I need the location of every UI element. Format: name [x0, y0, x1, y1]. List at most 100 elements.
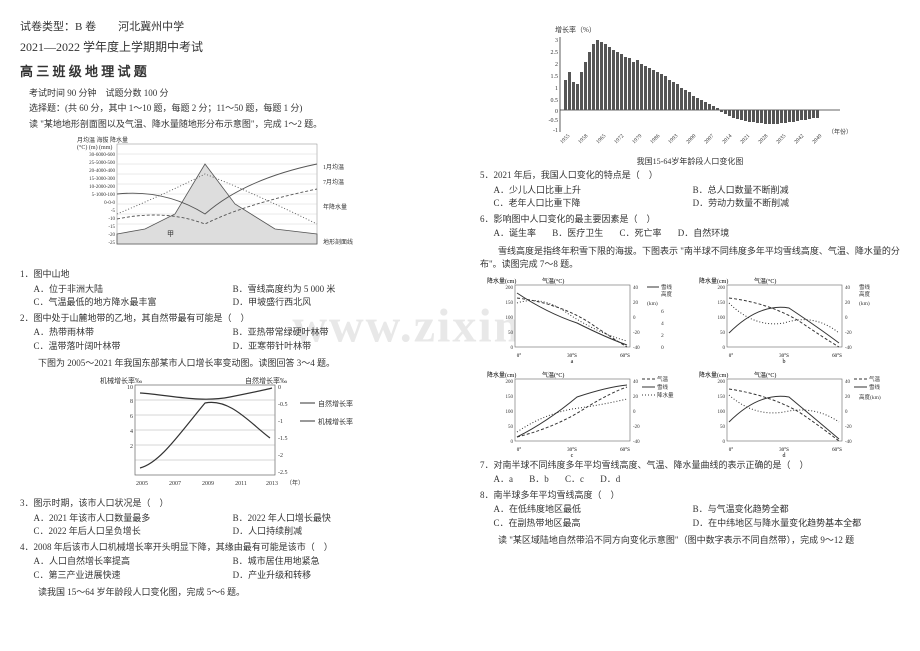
svg-text:4: 4 — [661, 321, 664, 327]
svg-text:降水量(cm): 降水量(cm) — [487, 277, 516, 285]
svg-text:气温: 气温 — [869, 375, 881, 383]
q3-A: A．2021 年该市人口数量最多 — [34, 512, 217, 526]
svg-text:-40: -40 — [633, 346, 640, 351]
svg-text:3: 3 — [555, 38, 558, 44]
q7-B: B．b — [529, 473, 549, 487]
svg-text:-1.5: -1.5 — [278, 436, 288, 442]
panel-a: 降水量(cm) 气温(°C) 200150100500 40200-20-40 … — [487, 273, 682, 363]
panel-b: 降水量(cm) 气温(°C) 200150100500 40200-20-40 … — [699, 273, 894, 363]
svg-text:150: 150 — [505, 301, 513, 306]
svg-text:-1: -1 — [278, 419, 283, 425]
q1-A: A．位于非洲大陆 — [34, 283, 217, 297]
q7-stem: 7．对南半球不同纬度多年平均雪线高度、气温、降水量曲线的表示正确的是（ ） — [480, 459, 900, 472]
q8-sub: 读 "某区域陆地自然带沿不同方向变化示意图"（图中数字表示不同自然带），完成 9… — [480, 533, 900, 546]
chart3: 增长率（%） 3 2.5 2 1.5 1 0.5 0 -0.5 -1 — [480, 22, 900, 152]
q5-options: A．少儿人口比重上升 B．总人口数量不断削减 C．老年人口比重下降 D．劳动力数… — [494, 184, 901, 211]
svg-text:（年）: （年） — [286, 479, 304, 487]
panel-c: 降水量(cm) 气温(°C) 200150100500 40200-20-40 … — [487, 367, 682, 457]
svg-text:50: 50 — [508, 425, 514, 430]
svg-text:-2.5: -2.5 — [278, 470, 288, 476]
q3-stem: 3．图示时期，该市人口状况是（ ） — [20, 497, 440, 510]
year-title: 2021—2022 学年度上学期期中考试 — [20, 38, 440, 55]
left-column: 试卷类型：B 卷 河北冀州中学 2021—2022 学年度上学期期中考试 高 三… — [0, 0, 460, 651]
svg-text:2: 2 — [130, 444, 133, 450]
q5-A: A．少儿人口比重上升 — [494, 184, 677, 198]
q2-D: D．亚寒带针叶林带 — [233, 340, 416, 354]
svg-text:（年份）: （年份） — [828, 128, 850, 136]
q6-options: A．诞生率 B．医疗卫生 C．死亡率 D．自然环境 — [494, 227, 901, 241]
q2-stem: 2．图中处于山麓地带的乙地，其自然带最有可能是（ ） — [20, 312, 440, 325]
svg-text:60°S: 60°S — [832, 448, 842, 453]
q3-B: B．2022 年人口增长最快 — [233, 512, 416, 526]
svg-text:2011: 2011 — [235, 481, 247, 487]
svg-text:60°S: 60°S — [832, 354, 842, 359]
q2-A: A．热带雨林带 — [34, 326, 217, 340]
svg-text:-20: -20 — [633, 331, 640, 336]
svg-text:月均温 海拔 降水量: 月均温 海拔 降水量 — [77, 136, 128, 144]
svg-text:0°: 0° — [516, 448, 521, 453]
chart3-caption: 我国15-64岁年龄段人口变化图 — [480, 156, 900, 167]
svg-text:0: 0 — [555, 109, 558, 115]
svg-text:甲: 甲 — [167, 230, 174, 238]
svg-text:气温: 气温 — [657, 375, 669, 383]
svg-text:b: b — [782, 359, 785, 363]
chart1: 甲 月均温 海拔 降水量 (°C) (m) (mm) 30-6000-600 2… — [20, 134, 440, 264]
q4-stem: 4．2008 年后该市人口机械增长率开头明显下降，其缘由最有可能是该市（ ） — [20, 541, 440, 554]
svg-text:40: 40 — [633, 286, 639, 291]
svg-text:(km): (km) — [647, 300, 658, 307]
paper-type: 试卷类型：B 卷 — [20, 21, 96, 33]
svg-text:0: 0 — [633, 316, 636, 321]
svg-text:10: 10 — [127, 385, 133, 391]
chart2: 机械增长率‰ 自然增长率‰ 10 8 6 4 2 0 -0.5 -1 -1.5 … — [20, 373, 440, 493]
q8-A: A．在低纬度地区最低 — [494, 503, 677, 517]
svg-text:150: 150 — [717, 395, 725, 400]
svg-text:2: 2 — [661, 333, 664, 339]
svg-text:0: 0 — [722, 346, 725, 351]
q6-A: A．诞生率 — [494, 227, 537, 241]
svg-text:2.5: 2.5 — [551, 50, 559, 56]
svg-text:-10: -10 — [108, 217, 115, 222]
svg-text:-20: -20 — [633, 425, 640, 430]
grade-title: 高 三 班 级 地 理 试 题 — [20, 61, 440, 80]
svg-text:50: 50 — [508, 331, 514, 336]
svg-text:(°C) (m) (mm): (°C) (m) (mm) — [77, 144, 112, 151]
svg-text:15-3000-300: 15-3000-300 — [89, 177, 115, 182]
choice-note: 选择题：(共 60 分，其中 1～10 题，每题 2 分；11～50 题，每题 … — [20, 101, 440, 114]
svg-text:-5: -5 — [111, 209, 116, 214]
svg-text:气温(°C): 气温(°C) — [542, 277, 564, 285]
svg-text:c: c — [570, 453, 573, 457]
svg-text:-40: -40 — [845, 346, 852, 351]
paper-type-line: 试卷类型：B 卷 河北冀州中学 — [20, 18, 440, 34]
svg-text:0: 0 — [510, 440, 513, 445]
svg-text:0°: 0° — [728, 354, 733, 359]
svg-text:0: 0 — [845, 316, 848, 321]
q4-options: A．人口自然增长率提高 B．城市居住用地紧急 C．第三产业进展快速 D．产业升级… — [34, 555, 441, 582]
q2-B: B．亚热带常绿硬叶林带 — [233, 326, 416, 340]
svg-text:增长率（%）: 增长率（%） — [555, 25, 596, 34]
q7-options: A．a B．b C．c D．d — [494, 473, 901, 487]
svg-text:40: 40 — [633, 380, 639, 385]
read-fig1: 读 "某地地形剖面图以及气温、降水量随地形分布示意图"，完成 1～2 题。 — [20, 117, 440, 130]
svg-text:-20: -20 — [108, 233, 115, 238]
q4-sub: 读我国 15～64 岁年龄段人口变化图，完成 5～6 题。 — [20, 585, 440, 598]
svg-text:雪线: 雪线 — [657, 383, 669, 391]
svg-text:-1: -1 — [553, 128, 558, 134]
svg-text:自然增长率‰: 自然增长率‰ — [245, 376, 287, 385]
svg-text:2: 2 — [555, 62, 558, 68]
svg-text:200: 200 — [717, 286, 725, 291]
svg-text:30-6000-600: 30-6000-600 — [89, 153, 115, 158]
svg-text:0: 0 — [661, 345, 664, 351]
q1-options: A．位于非洲大陆 B．雪线高度约为 5 000 米 C．气温最低的地方降水最丰富… — [34, 283, 441, 310]
svg-text:0°: 0° — [728, 448, 733, 453]
q3-options: A．2021 年该市人口数量最多 B．2022 年人口增长最快 C．2022 年… — [34, 512, 441, 539]
q8-options: A．在低纬度地区最低 B．与气温变化趋势全都 C．在副热带地区最高 D．在中纬地… — [494, 503, 901, 530]
svg-text:降水量(cm): 降水量(cm) — [487, 371, 516, 379]
svg-text:雪线: 雪线 — [859, 283, 871, 291]
q6-sub: 雪线高度是指终年积雪下限的海拔。下图表示 "南半球不同纬度多年平均雪线高度、气温… — [480, 244, 900, 270]
svg-text:100: 100 — [717, 410, 725, 415]
svg-text:气温(°C): 气温(°C) — [754, 277, 776, 285]
svg-text:高度: 高度 — [859, 290, 871, 298]
svg-text:100: 100 — [505, 316, 513, 321]
svg-text:40: 40 — [845, 380, 851, 385]
q8-stem: 8．南半球多年平均雪线高度（ ） — [480, 489, 900, 502]
